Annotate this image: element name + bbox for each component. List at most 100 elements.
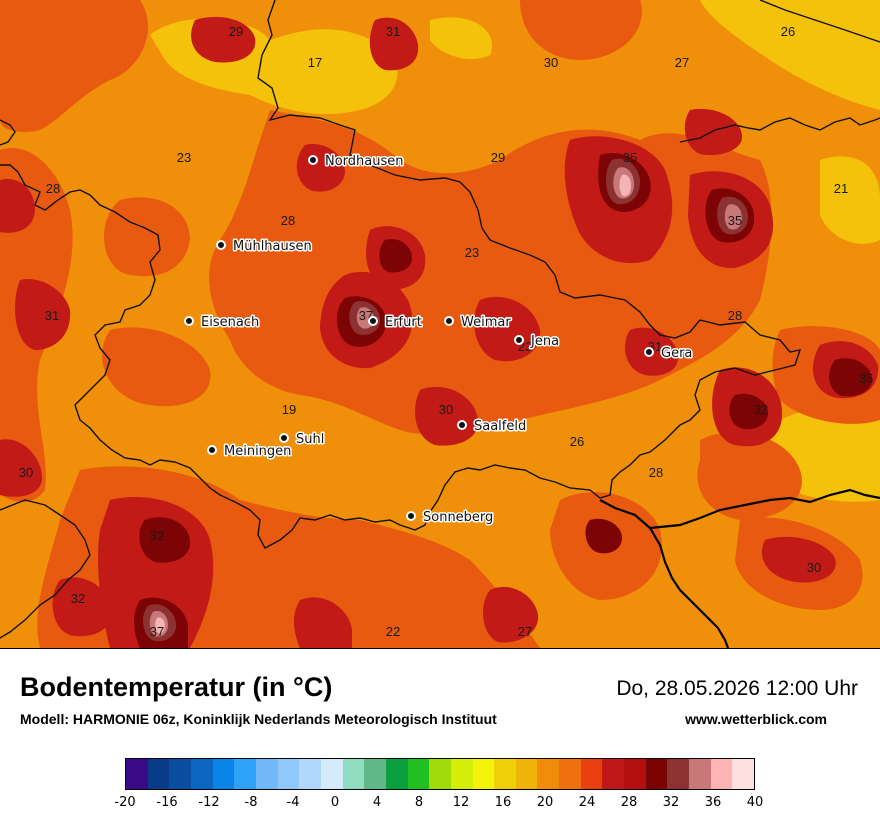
city-marker-nordhausen [308,155,318,165]
legend-tick: 32 [662,795,680,810]
city-marker-eisenach [184,316,194,326]
value-label: 19 [282,402,296,417]
value-label: 28 [46,181,60,196]
city-marker-sonneberg [406,511,416,521]
legend-ticks: -20 -16 -12 -8 -4 0 4 8 12 16 20 24 28 32 36 40 [114,795,763,813]
city-label-nordhausen: Nordhausen [325,154,404,169]
legend-swatch [559,759,581,789]
value-label: 30 [807,560,821,575]
value-label: 31 [386,24,400,39]
value-label: 32 [754,402,768,417]
city-label-weimar: Weimar [461,315,511,330]
legend-swatch [450,759,473,789]
city-label-saalfeld: Saalfeld [474,419,526,434]
value-label: 27 [518,624,532,639]
value-label: 23 [465,245,479,260]
legend-swatch [385,759,408,789]
color-legend [125,758,755,790]
legend-swatch [732,759,755,789]
value-label: 29 [491,150,505,165]
legend-tick: -20 [114,795,136,810]
zone-30-32 [0,16,879,648]
legend-tick: 36 [704,795,722,810]
city-marker-jena [514,335,524,345]
value-label: 32 [71,591,85,606]
value-label: 30 [19,465,33,480]
value-label: 29 [229,24,243,39]
legend-tick: 28 [620,795,638,810]
legend-tick: 12 [452,795,470,810]
legend-swatch [320,759,343,789]
city-marker-meiningen [207,445,217,455]
legend-swatch [169,759,191,789]
legend-swatch [190,759,213,789]
city-marker-gera [644,347,654,357]
legend-swatch [234,759,256,789]
value-label: 35 [728,213,742,228]
value-label: 37 [150,624,164,639]
value-label: 26 [570,434,584,449]
value-label: 28 [649,465,663,480]
legend-swatch [710,759,733,789]
value-label: 28 [281,213,295,228]
website-link[interactable]: www.wetterblick.com [685,711,827,727]
value-label: 30 [439,402,453,417]
legend-tick: 20 [536,795,554,810]
city-marker-erfurt [368,316,378,326]
city-label-meiningen: Meiningen [224,444,291,459]
value-label: 17 [308,55,322,70]
legend-swatch [429,759,451,789]
legend-swatch [147,759,170,789]
legend-tick: -16 [156,795,178,810]
city-label-gera: Gera [661,346,692,361]
value-label: 30 [544,55,558,70]
legend-swatch [667,759,690,789]
city-label-erfurt: Erfurt [385,315,422,330]
city-markers: Nordhausen Mühlhausen Eisenach Erfurt Weimar… [184,153,694,527]
value-label: 32 [150,528,164,543]
national-border [599,488,880,648]
legend-swatch [602,759,625,789]
legend-swatch [212,759,235,789]
legend-tick: -12 [198,795,220,810]
city-label-suhl: Suhl [296,432,324,447]
zone-peak [155,174,631,634]
value-label: 35 [623,150,637,165]
legend-swatch [342,759,365,789]
legend-tick: 0 [330,795,340,810]
legend-swatch [537,759,560,789]
map-title: Bodentemperatur (in °C) [20,672,333,702]
legend-swatch [689,759,711,789]
legend-tick: 8 [414,795,424,810]
value-label: 23 [177,150,191,165]
legend-tick: 4 [372,795,382,810]
legend-tick: 24 [578,795,596,810]
value-label: 35 [859,371,873,386]
value-label: 27 [675,55,689,70]
legend-tick: -4 [286,795,300,810]
legend-swatch [407,759,430,789]
legend-swatch [472,759,495,789]
forecast-datetime: Do, 28.05.2026 12:00 Uhr [616,677,858,700]
legend-swatch [126,759,148,789]
legend-swatch [277,759,300,789]
value-label: 21 [834,181,848,196]
temperature-map: 29 31 17 30 27 26 23 29 35 21 28 28 35 23 31 37 23 28 31 32… [0,0,880,649]
legend-swatch [624,759,646,789]
city-label-eisenach: Eisenach [201,315,259,330]
city-label-mühlhausen: Mühlhausen [233,239,312,254]
city-label-jena: Jena [530,334,559,349]
value-label: 22 [386,624,400,639]
legend-swatch [255,759,278,789]
city-marker-suhl [279,433,289,443]
legend-swatch [299,759,321,789]
state-borders [0,0,880,639]
value-label: 26 [781,24,795,39]
legend-swatch [364,759,386,789]
city-marker-saalfeld [457,420,467,430]
city-marker-mühlhausen [216,240,226,250]
value-label: 31 [45,308,59,323]
legend-tick: 16 [494,795,512,810]
